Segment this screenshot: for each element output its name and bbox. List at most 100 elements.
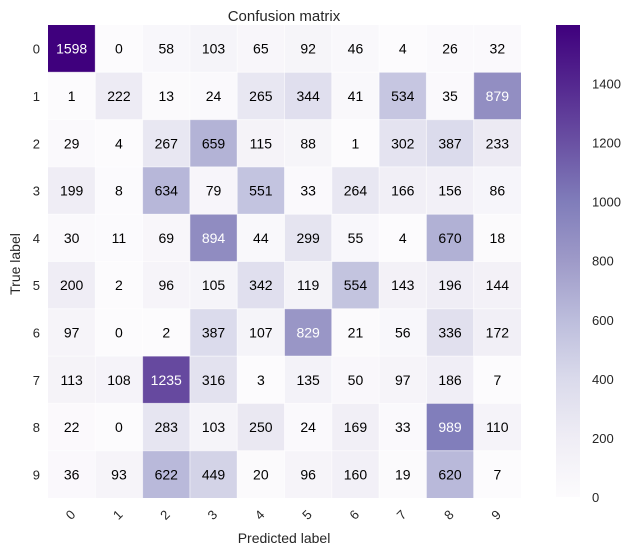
- heatmap-cell-5-9: [473, 261, 521, 309]
- x-axis-label: Predicted label: [238, 530, 331, 546]
- cell-value-0-0: 1598: [56, 41, 87, 57]
- cell-value-9-3: 449: [202, 466, 226, 482]
- heatmap-cell-7-7: [379, 356, 427, 404]
- cell-value-7-8: 186: [438, 372, 462, 388]
- cell-value-5-3: 105: [202, 277, 226, 293]
- cell-value-4-5: 299: [296, 230, 320, 246]
- cell-value-2-7: 302: [391, 135, 415, 151]
- cell-value-6-4: 107: [249, 324, 273, 340]
- heatmap-cell-7-6: [331, 356, 380, 404]
- heatmap-cell-2-8: [426, 119, 474, 167]
- cell-value-7-3: 316: [202, 372, 226, 388]
- heatmap-cell-3-3: [189, 166, 238, 215]
- cell-value-5-8: 196: [438, 277, 462, 293]
- cell-value-4-8: 670: [438, 230, 462, 246]
- colorbar-tick-labels: 0 200 400 600 800 1000 1200 1400: [592, 76, 621, 505]
- heatmap-cell-9-2: [142, 450, 190, 498]
- cell-value-3-5: 33: [300, 183, 316, 199]
- heatmap-cell-5-8: [426, 261, 474, 309]
- heatmap-cell-8-0: [48, 403, 96, 451]
- cell-value-7-0: 113: [60, 372, 83, 388]
- cell-value-4-1: 11: [112, 230, 127, 246]
- cell-value-6-1: 0: [115, 324, 123, 340]
- colorbar-tick-200: 200: [592, 431, 614, 446]
- cell-value-7-6: 50: [348, 372, 364, 388]
- y-tick-label-3: 3: [33, 184, 40, 199]
- heatmap-cell-3-2: [142, 166, 190, 215]
- heatmap-cell-7-2: [142, 356, 190, 404]
- y-axis-label: True label: [7, 233, 23, 295]
- heatmap-cell-9-4: [237, 450, 285, 498]
- heatmap-cell-1-1: [95, 72, 143, 120]
- heatmap-cell-3-4: [237, 166, 285, 215]
- heatmap-cell-2-3: [189, 119, 238, 167]
- y-tick-label-8: 8: [33, 420, 40, 435]
- cell-value-6-0: 97: [64, 324, 80, 340]
- x-tick-label-9: 9: [488, 507, 504, 523]
- heatmap-cell-3-1: [95, 166, 143, 215]
- heatmap-cell-2-1: [95, 119, 143, 167]
- heatmap-cell-9-7: [379, 450, 427, 498]
- cell-value-2-3: 659: [202, 135, 226, 151]
- heatmap-cell-0-3: [189, 25, 238, 73]
- cell-value-3-2: 634: [155, 183, 179, 199]
- heatmap-cell-6-4: [237, 308, 285, 357]
- x-tick-label-5: 5: [299, 507, 315, 523]
- heatmap-cell-6-2: [142, 308, 190, 357]
- cell-value-2-4: 115: [250, 135, 273, 151]
- heatmap-cell-7-4: [237, 356, 285, 404]
- heatmap-cell-8-8: [426, 403, 474, 451]
- cell-value-4-0: 30: [64, 230, 80, 246]
- cell-value-0-3: 103: [202, 41, 226, 57]
- cell-value-9-2: 622: [155, 466, 179, 482]
- colorbar-tick-400: 400: [592, 372, 614, 387]
- heatmap-cell-2-0: [48, 119, 96, 167]
- cell-value-5-9: 144: [486, 277, 510, 293]
- cell-value-9-1: 93: [111, 466, 127, 482]
- cell-value-1-2: 13: [158, 88, 174, 104]
- heatmap-cell-7-1: [95, 356, 143, 404]
- cell-value-9-0: 36: [64, 466, 80, 482]
- heatmap-cell-2-2: [142, 119, 190, 167]
- heatmap-cell-8-4: [237, 403, 285, 451]
- cell-value-5-0: 200: [60, 277, 84, 293]
- heatmap-cell-4-0: [48, 214, 96, 262]
- cell-value-0-9: 32: [490, 41, 506, 57]
- cell-value-6-2: 2: [162, 324, 170, 340]
- cell-value-6-7: 56: [395, 324, 411, 340]
- cell-value-1-4: 265: [249, 88, 273, 104]
- cell-value-8-5: 24: [300, 419, 316, 435]
- cell-value-4-6: 55: [348, 230, 364, 246]
- heatmap-cell-7-3: [189, 356, 238, 404]
- cell-value-1-5: 344: [296, 88, 320, 104]
- cell-value-7-1: 108: [107, 372, 131, 388]
- cell-value-3-3: 79: [206, 183, 222, 199]
- colorbar-tick-800: 800: [592, 254, 614, 269]
- cell-value-8-9: 110: [486, 419, 509, 435]
- heatmap-cell-5-5: [284, 261, 332, 309]
- cell-value-9-9: 7: [493, 466, 501, 482]
- chart-title: Confusion matrix: [228, 8, 341, 25]
- heatmap-cell-0-5: [284, 25, 332, 73]
- colorbar-tick-1400: 1400: [592, 76, 621, 91]
- cell-value-1-3: 24: [206, 88, 222, 104]
- cell-value-2-6: 1: [352, 135, 360, 151]
- heatmap-cell-8-7: [379, 403, 427, 451]
- cell-value-0-6: 46: [348, 41, 364, 57]
- cell-value-2-9: 233: [486, 135, 510, 151]
- heatmap-cell-6-3: [189, 308, 238, 357]
- heatmap-cell-1-9: [473, 72, 521, 120]
- y-tick-label-7: 7: [33, 373, 40, 388]
- cell-value-8-6: 169: [344, 419, 368, 435]
- cell-value-8-8: 989: [438, 419, 462, 435]
- colorbar-tick-600: 600: [592, 313, 614, 328]
- heatmap-cell-8-6: [331, 403, 380, 451]
- cell-value-9-6: 160: [344, 466, 368, 482]
- cell-value-4-7: 4: [399, 230, 407, 246]
- heatmap-cell-4-1: [95, 214, 143, 262]
- heatmap-cell-6-0: [48, 308, 96, 357]
- cell-value-1-7: 534: [391, 88, 415, 104]
- heatmap-cell-9-6: [331, 450, 380, 498]
- cell-value-7-5: 135: [296, 372, 320, 388]
